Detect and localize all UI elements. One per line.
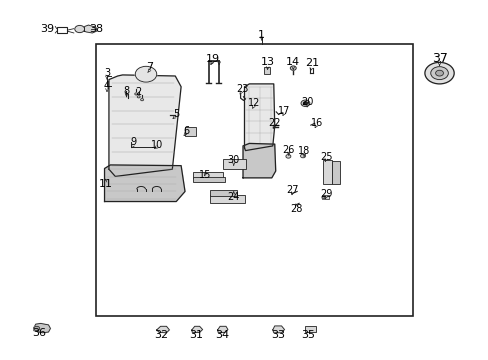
Text: 14: 14 <box>285 57 300 67</box>
Text: 22: 22 <box>268 118 281 128</box>
Text: 27: 27 <box>286 185 298 195</box>
Polygon shape <box>243 143 275 178</box>
Bar <box>331 161 339 184</box>
Text: 19: 19 <box>205 54 220 64</box>
Text: 2: 2 <box>135 87 142 97</box>
Circle shape <box>290 66 296 70</box>
Text: 4: 4 <box>104 81 110 91</box>
Polygon shape <box>34 323 50 333</box>
Text: 11: 11 <box>98 179 112 189</box>
Circle shape <box>430 67 447 80</box>
Circle shape <box>301 100 309 107</box>
Circle shape <box>435 70 443 76</box>
Text: 9: 9 <box>130 138 136 147</box>
Circle shape <box>141 99 143 101</box>
Bar <box>96 44 412 316</box>
Polygon shape <box>84 25 97 33</box>
Text: 18: 18 <box>298 146 310 156</box>
Polygon shape <box>191 326 202 332</box>
Bar <box>222 159 245 169</box>
Text: 31: 31 <box>188 330 203 340</box>
Polygon shape <box>217 326 227 332</box>
Circle shape <box>285 154 290 158</box>
Bar <box>184 127 195 136</box>
Text: 24: 24 <box>227 192 240 202</box>
Polygon shape <box>244 84 274 150</box>
Bar <box>193 177 224 182</box>
Polygon shape <box>272 326 284 333</box>
Bar <box>193 172 222 178</box>
Bar <box>57 27 67 33</box>
Text: 10: 10 <box>150 140 163 150</box>
Text: 29: 29 <box>320 189 332 199</box>
Bar <box>210 195 245 203</box>
Text: 15: 15 <box>199 170 211 180</box>
Text: 30: 30 <box>227 155 240 165</box>
Text: 36: 36 <box>32 328 46 338</box>
Circle shape <box>135 66 157 82</box>
Circle shape <box>34 326 40 330</box>
Bar <box>210 190 237 196</box>
Circle shape <box>300 154 305 158</box>
Circle shape <box>303 102 307 105</box>
Bar <box>322 160 331 184</box>
Circle shape <box>322 197 325 199</box>
Polygon shape <box>109 75 181 176</box>
Circle shape <box>75 26 84 33</box>
Text: 13: 13 <box>261 57 274 67</box>
Text: 8: 8 <box>123 86 129 96</box>
Bar <box>321 195 329 199</box>
Text: 38: 38 <box>88 24 102 35</box>
Text: 12: 12 <box>247 98 260 108</box>
Text: 34: 34 <box>215 330 229 340</box>
Text: 20: 20 <box>301 97 313 107</box>
Text: 7: 7 <box>145 62 153 72</box>
Text: 37: 37 <box>431 51 447 64</box>
Circle shape <box>137 96 140 98</box>
Text: 23: 23 <box>235 84 248 94</box>
Text: 26: 26 <box>282 145 294 155</box>
Bar <box>305 325 315 332</box>
Text: 3: 3 <box>104 68 110 78</box>
Text: 35: 35 <box>300 330 314 340</box>
Text: 5: 5 <box>173 109 179 119</box>
Circle shape <box>424 62 453 84</box>
Text: 25: 25 <box>320 152 332 162</box>
Text: 21: 21 <box>304 58 318 68</box>
Text: 39: 39 <box>40 24 54 35</box>
Text: 28: 28 <box>290 204 302 215</box>
Polygon shape <box>157 326 169 333</box>
Text: 6: 6 <box>183 126 189 136</box>
Text: 33: 33 <box>271 330 285 340</box>
Bar <box>264 67 269 74</box>
Text: 17: 17 <box>278 106 290 116</box>
Text: 32: 32 <box>154 330 168 340</box>
Circle shape <box>135 93 138 95</box>
Polygon shape <box>104 165 184 202</box>
Text: 16: 16 <box>310 118 322 128</box>
Text: 1: 1 <box>258 30 264 40</box>
